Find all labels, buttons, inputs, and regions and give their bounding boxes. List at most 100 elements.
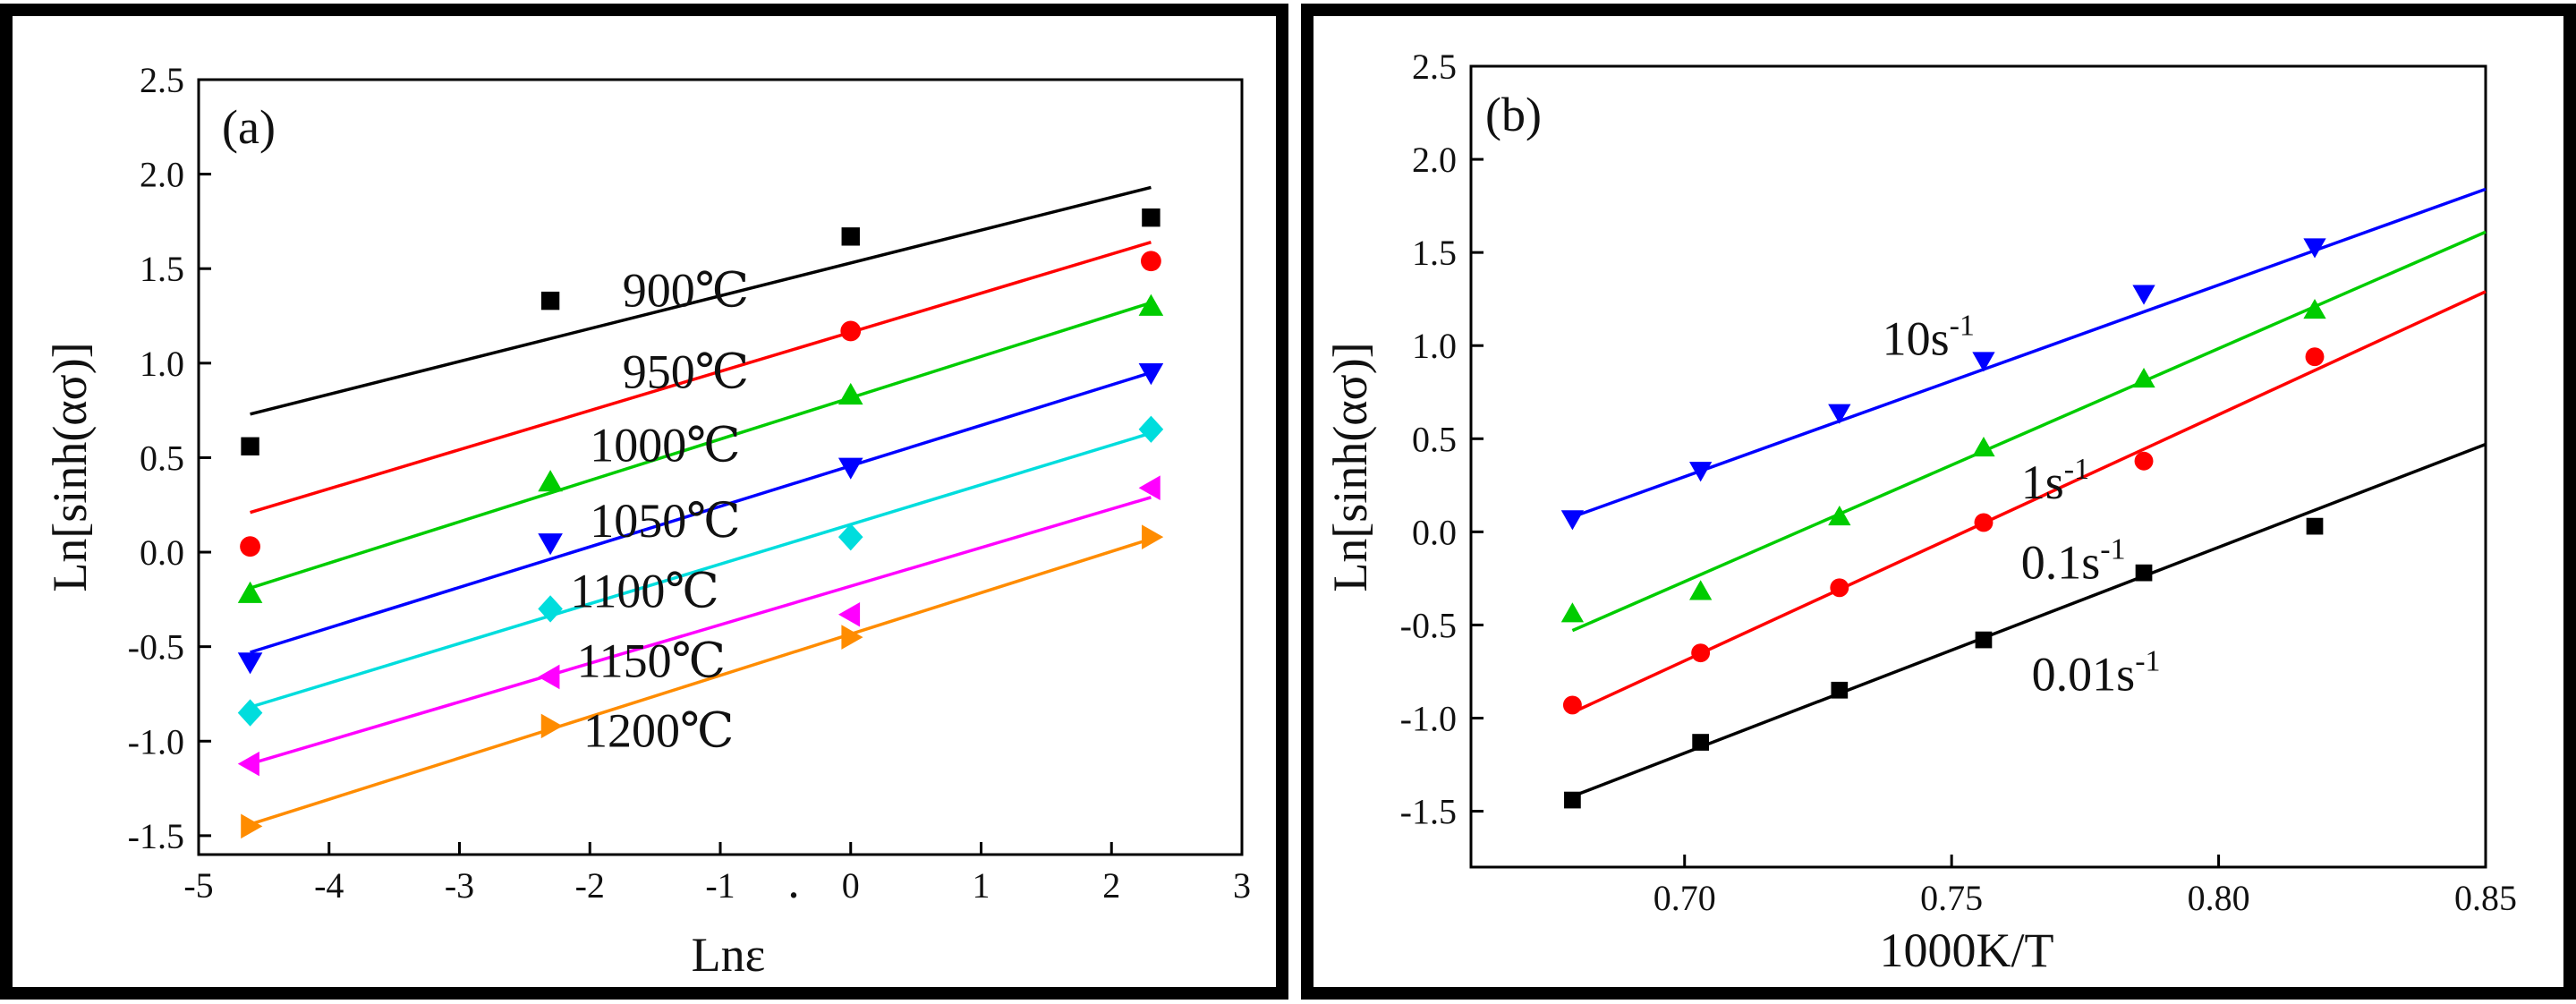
chart-a-x-tick-label: -2 — [575, 865, 605, 906]
chart-a-y-tick-label: -0.5 — [128, 627, 184, 668]
chart-b-point-0p01s1 — [1975, 631, 1993, 649]
chart-b-point-0p01s1 — [1831, 681, 1849, 699]
chart-a-point-1000 — [837, 382, 863, 405]
chart-b-y-tick-label: 0.0 — [1412, 512, 1457, 552]
chart-a-point-900 — [241, 437, 259, 455]
chart-b-point-1s1 — [1560, 602, 1585, 623]
chart-a-x-axis-title: Lnε — [692, 928, 766, 982]
chart-a-point-1100 — [1138, 415, 1164, 443]
chart-a-ticks: -5 -4 -3 -2 -1 0 1 2 3 -1.5 -1.0 -0.5 0.0 0.5 1.0 1.5 2.… — [128, 60, 1251, 906]
chart-b-point-0p01s1 — [2306, 517, 2324, 535]
chart-b-x-tick-label: 0.75 — [1920, 878, 1983, 918]
chart-b: 0.70 0.75 0.80 0.85 -1.5 -1.0 -0.5 0.0 0.5 1.0 1.5… — [1323, 47, 2517, 977]
chart-b-series-label-0p1s1: 0.1s-1 — [2021, 532, 2126, 589]
chart-a-labels: 900℃ 950℃ 1000℃ 1050℃ 1100℃ 1150℃ 1200℃ — [570, 263, 749, 757]
chart-b-ticks: 0.70 0.75 0.80 0.85 -1.5 -1.0 -0.5 0.0 0.5 1.0 1.5… — [1400, 47, 2517, 918]
chart-b-point-1s1 — [2303, 299, 2326, 319]
chart-b-fit-line-10s1 — [1571, 187, 2487, 519]
chart-b-y-tick-label: 1.0 — [1412, 326, 1457, 366]
chart-a-point-900 — [1142, 208, 1160, 227]
panel-b-frame — [1301, 4, 2576, 1000]
chart-a-x-tick-label: -1 — [705, 865, 735, 906]
chart-a-point-1050 — [538, 533, 563, 556]
panel-a-frame — [0, 4, 1288, 1000]
chart-a-fits — [250, 185, 1152, 826]
chart-b-point-0p01s1 — [1564, 791, 1581, 809]
chart-a-panel-label: (a) — [222, 100, 276, 154]
chart-a-series-label-1200: 1200℃ — [583, 704, 734, 758]
chart-a-point-1150 — [538, 664, 560, 690]
chart-b-series-label-1s1: 1s-1 — [2021, 453, 2089, 509]
chart-a-point-1150 — [237, 751, 259, 777]
chart-b-y-tick-label: 1.5 — [1412, 233, 1457, 273]
chart-b-fit-line-0p01s1 — [1571, 442, 2487, 798]
chart-a-point-1150 — [1138, 475, 1160, 501]
chart-a-y-tick-label: 0.0 — [140, 532, 184, 573]
chart-b-y-tick-label: 2.0 — [1412, 140, 1457, 180]
chart-a-point-1000 — [538, 470, 563, 492]
chart-a-series-label-1000: 1000℃ — [590, 419, 740, 472]
chart-b-y-tick-label: 2.5 — [1412, 47, 1457, 87]
chart-a-x-tick-label: 3 — [1233, 865, 1251, 906]
chart-b-fits — [1571, 187, 2487, 798]
chart-a-point-1200 — [241, 813, 263, 839]
chart-a-y-tick-label: -1.0 — [128, 721, 184, 762]
chart-a-fit-line-1150 — [250, 496, 1152, 766]
chart-b-fit-line-1s1 — [1571, 230, 2487, 633]
chart-b-y-axis-title: Ln[sinh(ασ)] — [1323, 342, 1377, 591]
chart-a-point-950 — [1141, 251, 1161, 272]
chart-b-x-tick-label: 0.80 — [2188, 878, 2250, 918]
chart-a-fit-line-1050 — [250, 370, 1152, 654]
chart-a-fit-line-1000 — [250, 301, 1152, 590]
chart-b-point-10s1 — [2132, 285, 2155, 305]
chart-a-point-1200 — [841, 625, 863, 650]
chart-a-x-tick-label: 1 — [973, 865, 990, 906]
chart-a-point-1100 — [538, 595, 563, 623]
chart-b-point-10s1 — [1560, 510, 1585, 531]
chart-b-plot-area — [1469, 64, 2487, 869]
chart-b-point-0p1s1 — [2134, 451, 2154, 471]
chart-b-point-10s1 — [2303, 238, 2326, 259]
chart-a-y-tick-label: 2.5 — [140, 60, 184, 100]
chart-b-y-tick-label: -0.5 — [1400, 605, 1457, 645]
chart-a-fit-line-1200 — [250, 537, 1152, 826]
chart-a-x-tick-label: -3 — [445, 865, 474, 906]
chart-a-y-tick-label: 1.0 — [140, 344, 184, 384]
chart-b-point-0p1s1 — [1830, 578, 1849, 598]
chart-a-point-1150 — [837, 601, 861, 627]
chart-b-point-1s1 — [1688, 580, 1713, 600]
chart-a-x-tick-label: 2 — [1102, 865, 1120, 906]
chart-b-x-tick-label: 0.85 — [2454, 878, 2517, 918]
chart-b-panel-label: (b) — [1485, 88, 1542, 141]
chart-b-y-tick-label: -1.5 — [1400, 792, 1457, 832]
chart-a-point-1000 — [237, 581, 263, 603]
chart-b-point-10s1 — [1972, 352, 1995, 372]
chart-a-points — [237, 208, 1164, 839]
chart-a-point-1200 — [1142, 524, 1164, 549]
chart-a-fit-line-1100 — [250, 431, 1152, 709]
chart-a-series-label-1050: 1050℃ — [590, 494, 740, 548]
chart-b-x-axis-title: 1000K/T — [1880, 923, 2054, 977]
chart-b-point-0p01s1 — [2135, 564, 2153, 582]
chart-b-y-tick-label: -1.0 — [1400, 698, 1457, 738]
chart-b-point-1s1 — [1972, 437, 1995, 457]
chart-b-point-0p1s1 — [1562, 695, 1582, 715]
chart-b-series-label-10s1: 10s-1 — [1883, 310, 1975, 366]
chart-a-point-950 — [240, 536, 260, 557]
chart-a-series-label-900: 900℃ — [623, 263, 749, 317]
chart-b-fit-line-0p1s1 — [1571, 290, 2487, 714]
chart-a-y-tick-label: -1.5 — [128, 816, 184, 856]
chart-a-point-1050 — [237, 652, 263, 675]
chart-b-point-1s1 — [2132, 368, 2155, 388]
chart-a-y-axis-title: Ln[sinh(ασ)] — [43, 342, 97, 591]
chart-a-y-tick-label: 1.5 — [140, 249, 184, 289]
chart-b-point-10s1 — [1688, 462, 1713, 482]
chart-a-point-900 — [540, 291, 560, 311]
chart-a-series-label-1100: 1100℃ — [570, 564, 718, 617]
chart-b-point-10s1 — [1828, 404, 1851, 424]
chart-a-point-1050 — [837, 457, 863, 480]
chart-a-point-1050 — [1138, 363, 1164, 386]
chart-a-x-tick-label: -5 — [183, 865, 213, 906]
chart-a-fit-line-950 — [250, 240, 1152, 515]
